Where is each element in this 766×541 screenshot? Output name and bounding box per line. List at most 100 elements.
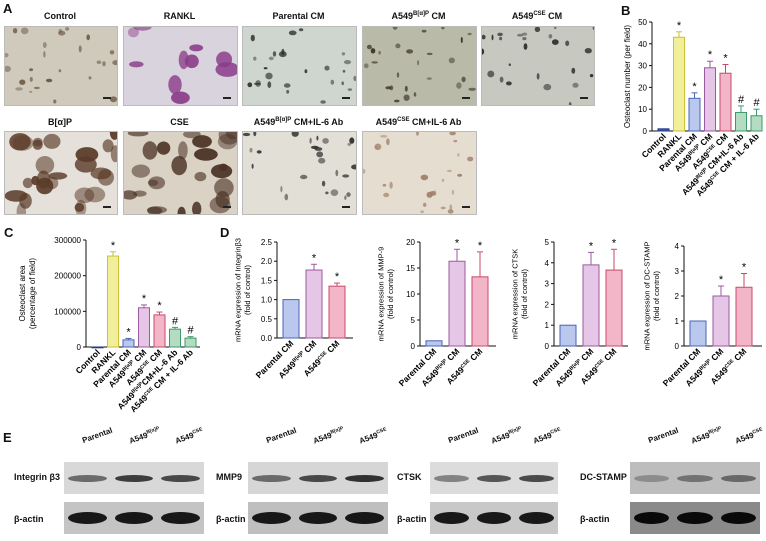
y-tick-label: 0 [545,342,550,351]
y-axis-label: (fold of control) [520,268,529,319]
significance-mark: * [312,252,317,264]
y-axis-label: (fold of control) [243,264,252,315]
y-tick-label: 5 [545,238,550,247]
bar-6 [184,337,197,348]
panel-letter-e: E [3,430,12,445]
chart-mrna-dcstamp: 0 1 2 3 4 mRNA expression of DC-STAMP (fold of… [642,241,762,388]
bar-1 [673,36,685,132]
y-tick-label: 3 [545,280,550,289]
blot-band [68,512,107,524]
blot-strip-target [64,462,204,494]
y-tick-label: 0 [77,343,82,352]
significance-mark: # [172,315,179,327]
bar-1 [305,269,323,339]
y-axis-label: Osteoclast number (per field) [623,25,632,128]
y-tick-label: 1.5 [261,276,273,285]
blot-band [519,474,554,482]
scale-bar [223,97,231,99]
blot-loading-label: β-actin [14,514,44,524]
y-tick-label: 3 [675,267,680,276]
y-tick-label: 30 [638,62,647,71]
y-tick-label: 100000 [54,307,81,316]
chart-mrna-ctsk: 0 1 2 3 4 5 mRNA expression of CTSK (fold of co… [510,237,628,388]
blot-band [345,474,384,482]
micrograph-title-cse: CSE [170,117,189,127]
micrograph-title-bap-il6: A549B[α]P CM+IL-6 Ab [253,117,344,127]
significance-mark: * [478,240,483,252]
scale-bar [462,206,470,208]
significance-mark: # [738,94,745,106]
blot-target-label: Integrin β3 [14,472,60,482]
bar-0 [91,346,104,349]
significance-mark: * [589,240,594,252]
significance-mark: * [708,49,713,61]
y-tick-label: 300000 [54,236,81,245]
y-tick-label: 2 [545,300,550,309]
blot-strip-actin [630,502,760,534]
bar-2 [735,286,753,347]
micrograph-cse [123,131,238,215]
y-tick-label: 40 [638,40,647,49]
blot-band [677,512,713,524]
significance-mark: * [742,262,747,274]
significance-mark: * [723,53,728,65]
y-tick-label: 2.5 [261,238,273,247]
blot-band [161,512,200,524]
significance-mark: * [692,81,697,93]
y-axis-label: (fold of control) [652,270,661,321]
micrograph-title-cse-il6: A549CSE CM+IL-6 Ab [375,117,462,127]
y-tick-label: 1 [545,321,550,330]
bar-2 [688,97,701,132]
bar-1 [582,264,600,347]
micrograph-cse-cm [481,26,595,106]
y-tick-label: 0 [411,342,416,351]
blot-band [298,512,338,524]
significance-mark: # [187,325,194,337]
blot-loading-label: β-actin [397,514,427,524]
blot-strip-actin [248,502,388,534]
panel-letter-b: B [621,3,631,18]
blot-band [298,474,338,482]
y-tick-label: 4 [675,242,680,251]
significance-mark: * [677,20,682,32]
y-axis-label: mRNA expression of DC-STAMP [642,241,651,350]
micrograph-title-rankl: RANKL [163,11,196,21]
bar-6 [750,115,763,132]
significance-mark: * [111,240,116,252]
y-tick-label: 10 [406,290,415,299]
significance-mark: * [157,300,162,312]
micrograph-title-control: Control [44,11,76,21]
y-tick-label: 0 [675,342,680,351]
significance-mark: * [126,326,131,338]
y-axis-label: (fold of control) [386,268,395,319]
y-tick-label: 1.0 [261,296,273,305]
scale-bar [342,97,350,99]
bar-0 [559,324,577,347]
y-tick-label: 10 [638,105,647,114]
blot-band [434,512,469,524]
micrograph-title-bap: B[α]P [47,117,73,127]
significance-mark: * [719,274,724,286]
micrograph-cse-il6 [362,131,477,215]
y-axis-label: mRNA expression of MMP-9 [376,247,385,342]
blot-band [720,474,756,482]
significance-mark: * [455,237,460,249]
micrograph-title-bap-cm: A549B[α]P CM [391,11,446,21]
blot-band [252,474,291,482]
bar-5 [735,111,747,132]
blot-strip-actin [430,502,558,534]
blot-band [68,474,107,482]
bar-4 [719,72,732,132]
bar-1 [107,255,119,348]
blot-band [114,512,154,524]
chart-mrna-mmp9: 0 5 10 15 20 mRNA expression of MMP-9 (fold of… [376,237,496,388]
chart-mrna-integrin: 0.0 0.5 1.0 1.5 2.0 2.5 mRNA expression of Int… [233,238,353,380]
significance-mark: # [753,97,760,109]
panel-letter-d: D [220,225,230,240]
micrograph-title-cse-cm: A549CSE CM [511,11,563,21]
blot-band [161,474,200,482]
bar-1 [712,295,730,347]
bar-5 [169,328,181,348]
bar-0 [425,340,443,347]
y-tick-label: 15 [406,264,415,273]
